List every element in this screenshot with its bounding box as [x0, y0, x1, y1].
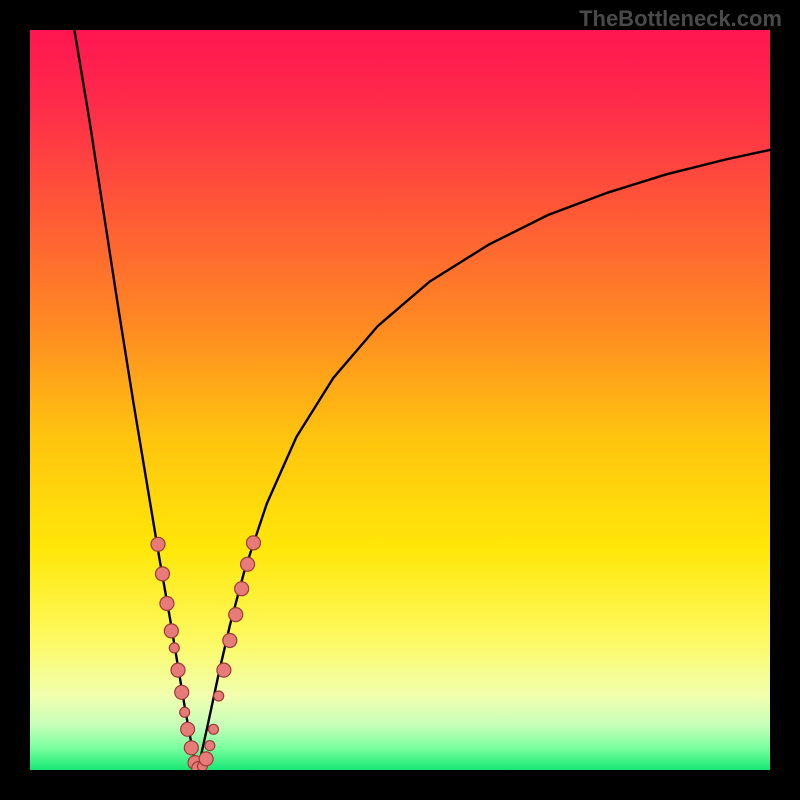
- frame-border-left: [0, 0, 30, 800]
- data-marker: [199, 752, 213, 766]
- data-marker: [241, 557, 255, 571]
- data-marker: [235, 582, 249, 596]
- data-marker: [223, 634, 237, 648]
- data-marker: [180, 707, 190, 717]
- watermark-text: TheBottleneck.com: [579, 6, 782, 32]
- frame-border-right: [770, 0, 800, 800]
- bottleneck-curve: [74, 30, 770, 770]
- data-marker: [184, 741, 198, 755]
- data-marker: [164, 624, 178, 638]
- data-marker: [175, 685, 189, 699]
- data-marker: [214, 691, 224, 701]
- frame-border-bottom: [0, 770, 800, 800]
- data-marker: [151, 537, 165, 551]
- data-marker: [229, 608, 243, 622]
- data-marker: [205, 741, 215, 751]
- data-marker: [217, 663, 231, 677]
- chart-svg: [30, 30, 770, 770]
- data-marker: [155, 567, 169, 581]
- data-marker: [209, 724, 219, 734]
- data-marker: [160, 597, 174, 611]
- data-marker: [171, 663, 185, 677]
- plot-area: [30, 30, 770, 770]
- chart-frame: TheBottleneck.com: [0, 0, 800, 800]
- data-marker: [181, 722, 195, 736]
- data-marker: [169, 643, 179, 653]
- data-marker: [246, 536, 260, 550]
